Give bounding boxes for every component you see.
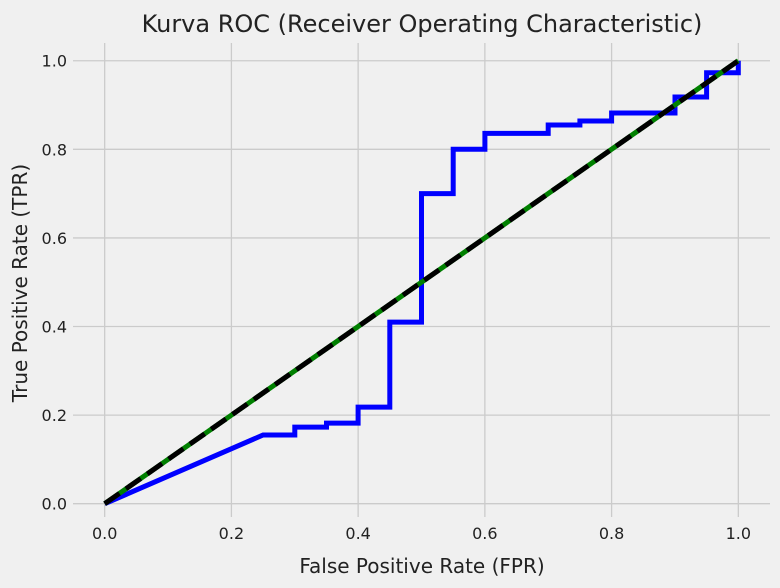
y-tick-label: 0.6 xyxy=(42,229,67,248)
x-tick-label: 0.6 xyxy=(472,524,497,543)
chart-title: Kurva ROC (Receiver Operating Characteri… xyxy=(142,10,703,38)
y-tick-label: 1.0 xyxy=(42,52,67,71)
x-tick-label: 0.2 xyxy=(219,524,244,543)
y-tick-label: 0.0 xyxy=(42,495,67,514)
y-tick-label: 0.2 xyxy=(42,406,67,425)
x-tick-label: 0.0 xyxy=(92,524,117,543)
x-tick-label: 0.4 xyxy=(345,524,370,543)
series-layer xyxy=(103,58,741,506)
classifier-line xyxy=(103,58,740,506)
y-tick-label: 0.8 xyxy=(42,140,67,159)
x-axis-label: False Positive Rate (FPR) xyxy=(299,554,544,578)
x-tick-label: 0.8 xyxy=(599,524,624,543)
x-tick-label: 1.0 xyxy=(726,524,751,543)
y-tick-label: 0.4 xyxy=(42,318,67,337)
ticks-layer: 0.0 0.2 0.4 0.6 0.8 1.0 0.0 0.2 0.4 0.6 0.8 1.0 xyxy=(42,52,751,543)
y-axis-label: True Positive Rate (TPR) xyxy=(8,164,32,403)
